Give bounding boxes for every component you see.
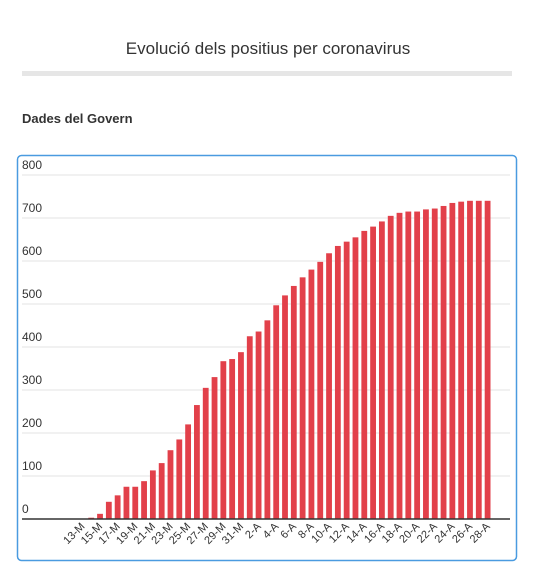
chart-subtitle: Dades del Govern [22, 111, 133, 126]
y-tick-label: 700 [22, 201, 42, 215]
bar [123, 486, 130, 519]
bar [246, 336, 253, 519]
bar [264, 320, 271, 519]
chart-frame [16, 154, 518, 562]
bar [194, 405, 200, 519]
chart-title: Evolució dels positius per coronavirus [126, 39, 410, 58]
bar [176, 439, 183, 519]
bar [467, 200, 473, 520]
bar [308, 269, 315, 519]
bar [229, 359, 236, 519]
x-tick-label: 28-A [468, 520, 493, 545]
bar [326, 253, 332, 519]
bar [352, 237, 359, 519]
bar [458, 201, 465, 519]
bar [158, 463, 165, 519]
bar [370, 226, 376, 519]
x-tick-label: 6-A [278, 520, 299, 541]
y-tick-label: 500 [22, 287, 42, 301]
bar [378, 221, 385, 519]
x-tick-label: 2-A [243, 520, 264, 541]
bar [141, 481, 147, 519]
bar [449, 202, 456, 519]
bar [211, 377, 218, 519]
bar [405, 211, 412, 520]
bar [282, 295, 288, 519]
bar [132, 486, 139, 519]
y-tick-label: 600 [22, 244, 42, 258]
bar [255, 331, 262, 519]
divider [22, 71, 512, 76]
bar [202, 387, 209, 519]
bar [343, 241, 350, 519]
bar [290, 285, 297, 519]
y-tick-label: 200 [22, 416, 42, 430]
bar [387, 215, 394, 519]
bar [440, 205, 447, 519]
y-tick-label: 400 [22, 330, 42, 344]
bar [334, 245, 341, 519]
bar [185, 424, 192, 519]
y-tick-label: 800 [22, 158, 42, 172]
bar [167, 450, 174, 519]
bar [361, 230, 368, 519]
bar [273, 305, 280, 519]
bar [431, 208, 438, 520]
bar [114, 495, 121, 519]
y-tick-label: 100 [22, 459, 42, 473]
bar [317, 261, 324, 519]
bar [299, 277, 306, 519]
bar [149, 470, 156, 519]
y-tick-label: 300 [22, 373, 42, 387]
bar [423, 209, 429, 519]
x-tick-label: 4-A [261, 520, 282, 541]
bar [105, 501, 112, 519]
bar [414, 211, 421, 520]
bar [97, 513, 103, 519]
bar [484, 200, 491, 520]
bar [475, 200, 482, 520]
bar [238, 352, 244, 519]
y-tick-label: 0 [22, 502, 29, 516]
bar [220, 361, 227, 519]
bar [396, 212, 403, 519]
